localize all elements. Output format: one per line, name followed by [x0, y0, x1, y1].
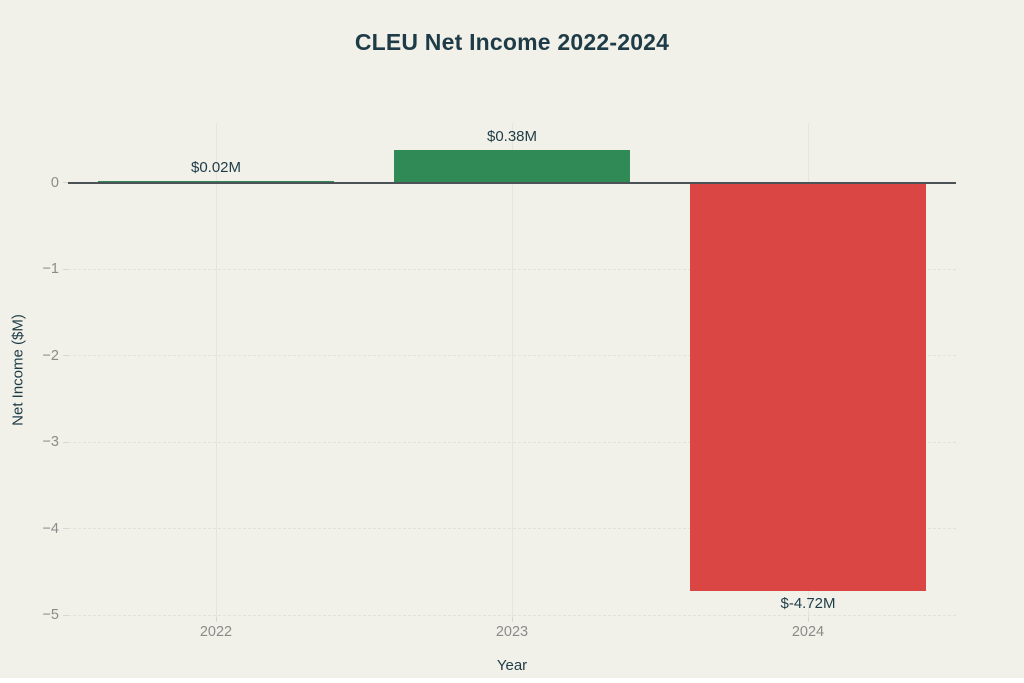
y-tick-label: −3: [42, 434, 59, 451]
y-tick-mark: [63, 355, 68, 357]
y-tick-label: −1: [42, 261, 59, 278]
y-tick-label: −2: [42, 347, 59, 364]
y-tick-label: −5: [42, 607, 59, 624]
y-tick-mark: [63, 268, 68, 270]
y-tick-mark: [63, 614, 68, 616]
x-tick-mark: [807, 617, 809, 622]
bar-2024: [689, 182, 927, 592]
chart-title: CLEU Net Income 2022-2024: [354, 29, 670, 55]
y-tick-label: 0: [50, 174, 59, 191]
bar-2023: [393, 149, 631, 183]
x-axis-title: Year: [496, 657, 528, 674]
zero-line: [68, 181, 956, 184]
x-tick-mark: [511, 617, 513, 622]
x-tick-mark: [215, 617, 217, 622]
bar-value-label: $0.02M: [190, 158, 242, 176]
y-tick-mark: [63, 528, 68, 530]
plot-area: 0 −1 −2 −3 −4 −5 2022 $0.02M 2023 $0.38M 2024 $-4.7…: [42, 123, 956, 640]
gridline-vertical: [511, 123, 513, 617]
y-tick-label: −4: [42, 520, 59, 537]
bar-value-label: $-4.72M: [780, 595, 836, 613]
y-tick-mark: [63, 182, 68, 184]
x-tick-label: 2023: [495, 624, 529, 640]
y-axis-title: Net Income ($M): [9, 314, 27, 426]
x-tick-label: 2024: [791, 624, 825, 640]
bottom-strip: [0, 678, 1024, 683]
gridline-vertical: [215, 123, 217, 617]
bar-value-label: $0.38M: [486, 127, 538, 145]
x-tick-label: 2022: [199, 624, 233, 640]
y-tick-mark: [63, 441, 68, 443]
